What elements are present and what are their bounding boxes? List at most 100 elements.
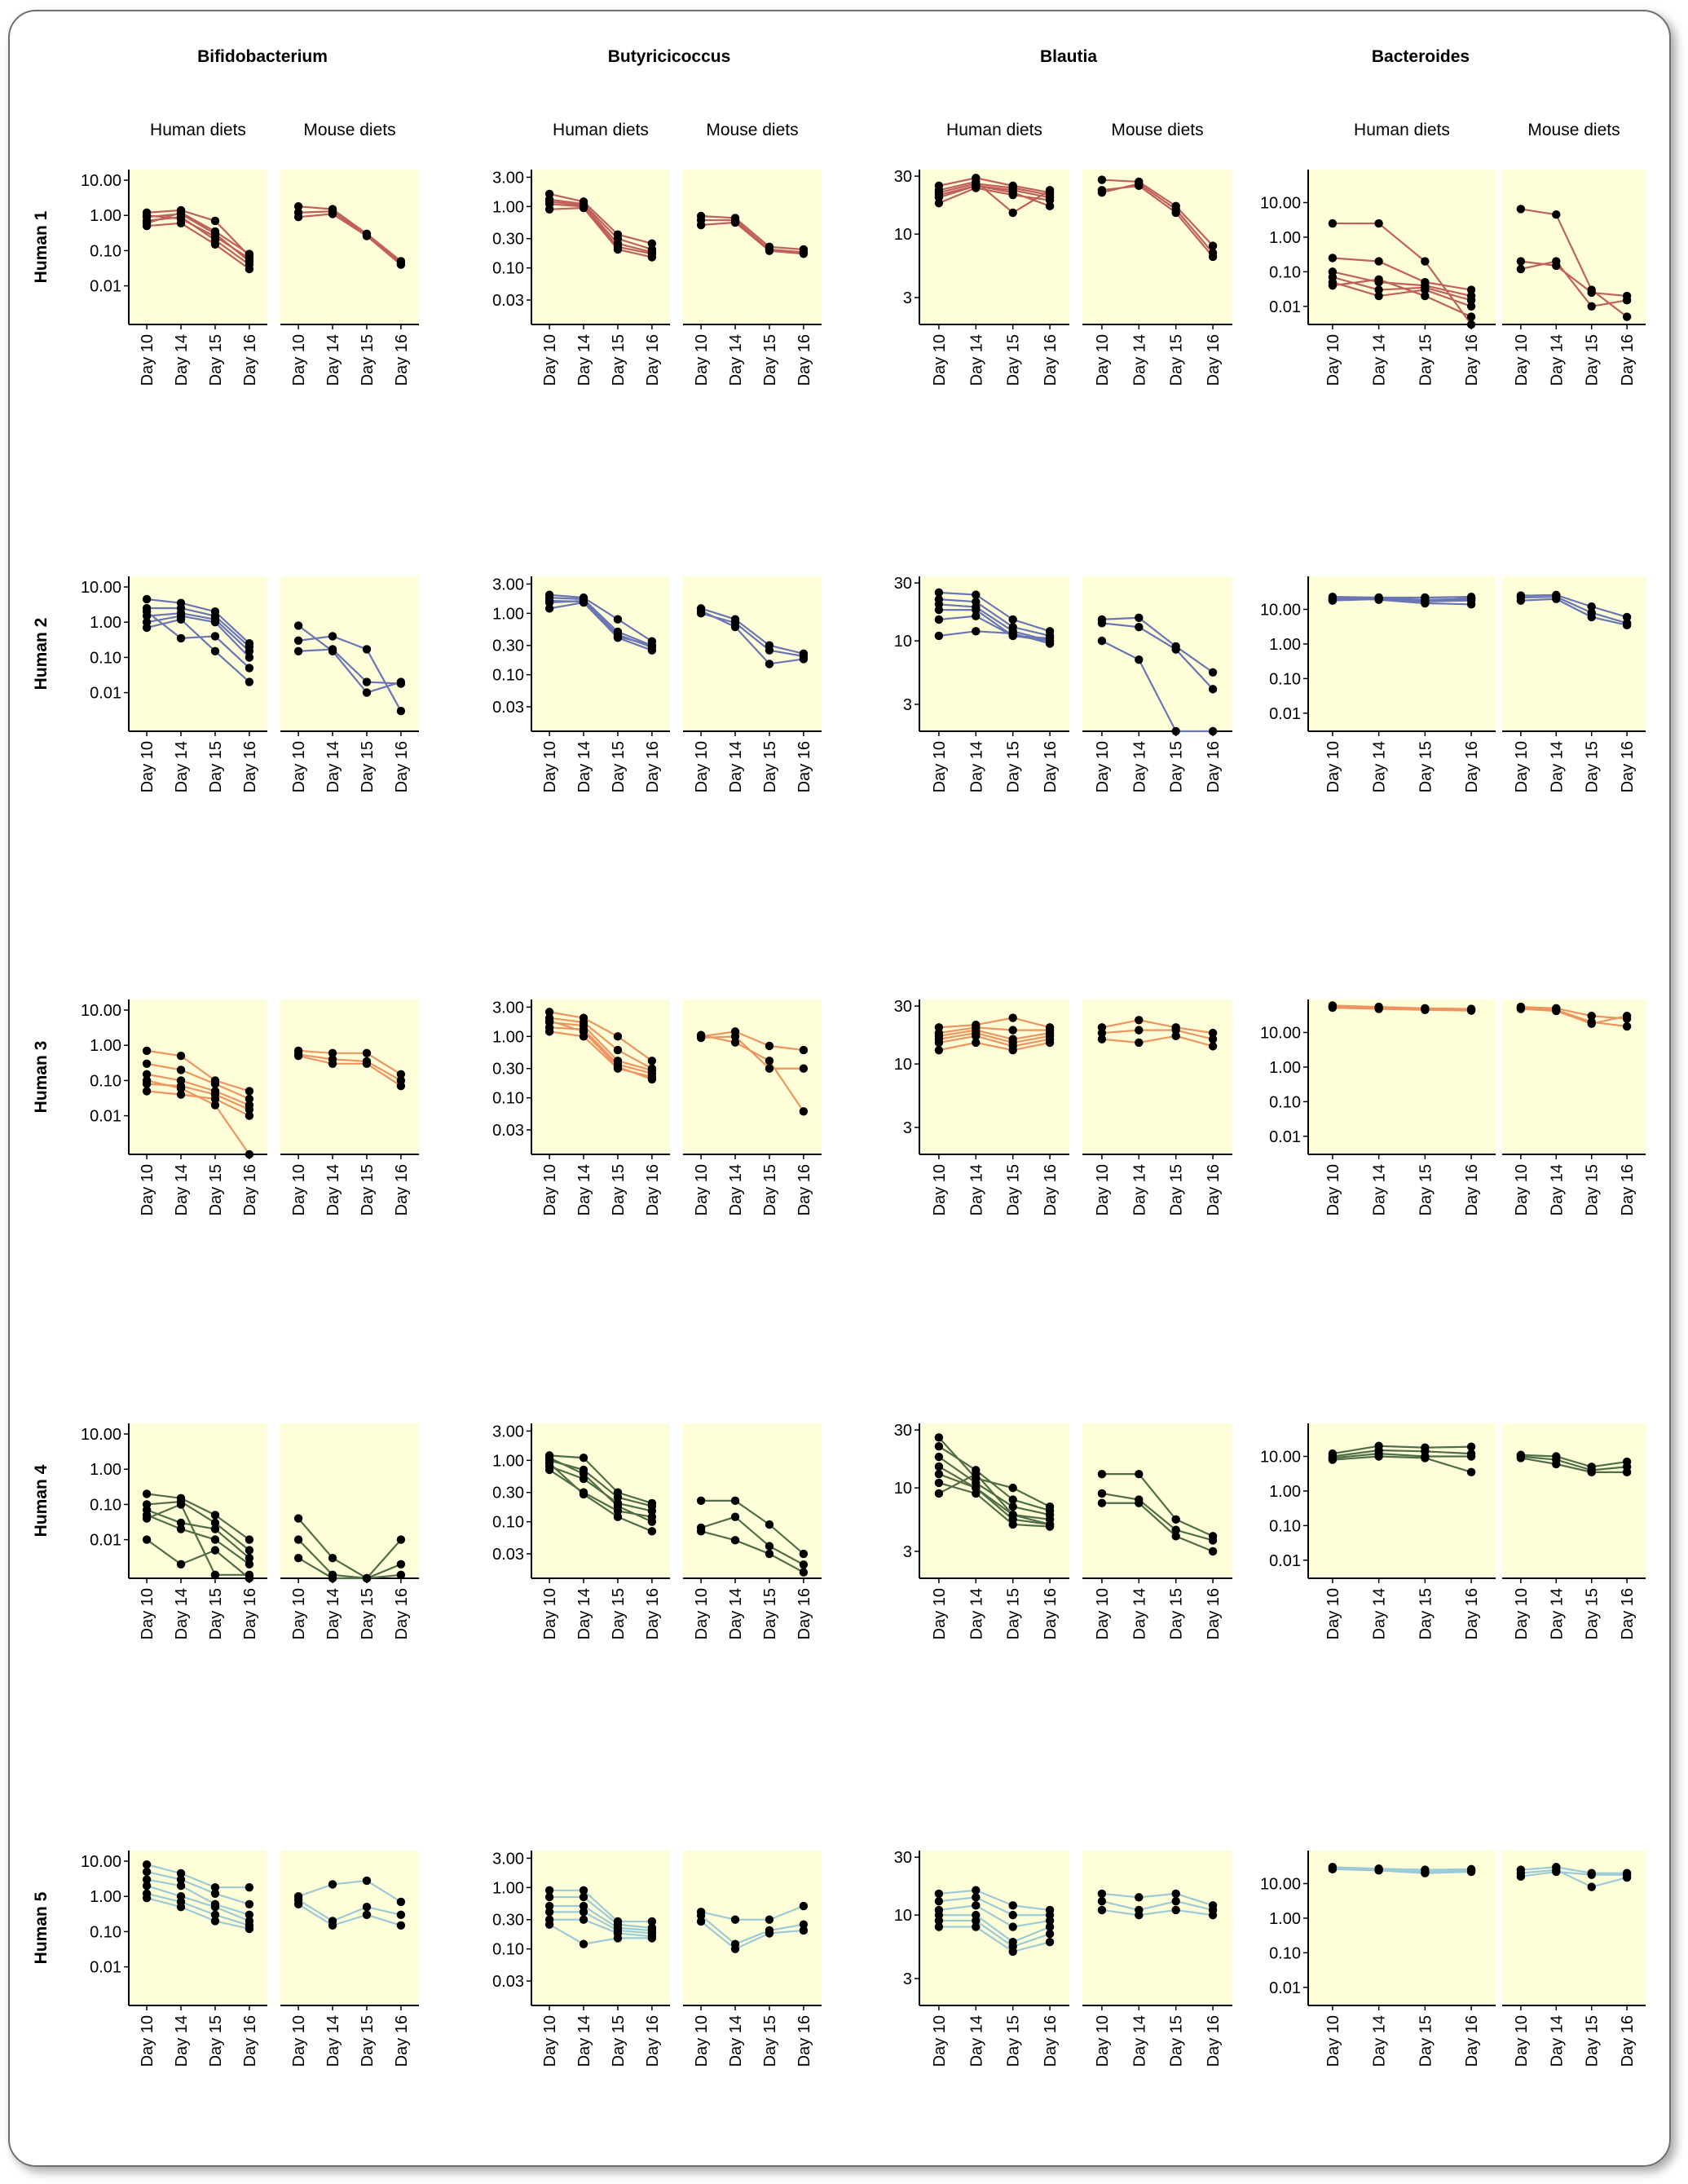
data-point	[176, 1090, 186, 1099]
data-point	[245, 1094, 254, 1104]
panel-human: 3.00 1.00 0.30 0.10 0.03 Day 10 Day 14 Day 15 Da…	[492, 169, 670, 386]
panel-mouse: Day 10 Day 14 Day 15 Day 16	[280, 1423, 419, 1639]
y-tick-label: 3	[903, 1119, 912, 1137]
data-point	[1208, 1536, 1218, 1545]
x-tick-label: Day 15	[359, 741, 377, 792]
data-point	[1097, 1469, 1107, 1479]
panel-human: 3.00 1.00 0.30 0.10 0.03 Day 10 Day 14 Day 15 Da…	[492, 1423, 670, 1639]
panel-background	[1502, 576, 1646, 731]
series-line	[938, 1914, 1051, 1944]
data-point	[176, 208, 186, 217]
data-point	[972, 605, 981, 615]
data-point	[362, 1903, 372, 1912]
data-point	[934, 1469, 944, 1479]
data-point	[1097, 619, 1107, 628]
data-point	[765, 1929, 774, 1938]
data-point	[1587, 1019, 1596, 1028]
data-point	[934, 588, 944, 598]
data-point	[934, 1045, 944, 1055]
data-point	[293, 1514, 303, 1523]
y-tick-label: 0.01	[1269, 1979, 1301, 1997]
series-line	[1101, 622, 1214, 690]
y-tick-label: 0.10	[492, 1941, 524, 1959]
facet-label: Human diets	[1354, 121, 1450, 139]
data-point	[647, 1507, 657, 1516]
panel-human: 3.00 1.00 0.30 0.10 0.03 Day 10 Day 14 Day 15 Da…	[492, 576, 670, 792]
series-line	[297, 1879, 402, 1903]
data-point	[1466, 593, 1476, 603]
series-line	[549, 1911, 652, 1935]
row-label: Human 1	[32, 210, 51, 283]
data-point	[1097, 1889, 1107, 1899]
data-point	[142, 1489, 152, 1498]
series-line	[1101, 1502, 1214, 1552]
data-point	[1135, 1498, 1144, 1507]
series-line	[146, 611, 250, 669]
y-tick-label: 1.00	[90, 614, 121, 632]
data-point	[765, 660, 774, 668]
series-line	[297, 1899, 402, 1922]
data-point	[613, 1045, 623, 1055]
data-point	[328, 645, 337, 654]
data-point	[730, 1944, 740, 1953]
data-point	[142, 1046, 152, 1056]
series-line	[1520, 260, 1628, 308]
x-tick-label: Day 16	[644, 1588, 662, 1639]
x-tick-label: Day 16	[241, 1164, 259, 1216]
series-line	[1332, 257, 1472, 291]
series-line	[146, 1062, 250, 1101]
series-line	[297, 1517, 402, 1580]
data-point	[293, 621, 303, 630]
data-point	[1135, 1038, 1144, 1048]
data-point	[1622, 1021, 1632, 1031]
data-point	[730, 1496, 740, 1506]
data-point	[934, 1478, 944, 1488]
data-point	[579, 1886, 588, 1895]
data-point	[1552, 594, 1561, 603]
series-line	[146, 598, 250, 645]
data-point	[362, 677, 372, 686]
data-point	[613, 1032, 623, 1041]
data-point	[176, 1903, 186, 1912]
data-point	[1552, 257, 1561, 266]
data-point	[1516, 257, 1526, 266]
data-point	[799, 1926, 809, 1935]
data-point	[176, 633, 186, 643]
x-tick-label: Day 15	[207, 741, 225, 792]
data-point	[1516, 596, 1526, 605]
data-point	[647, 1057, 657, 1066]
data-point	[293, 1052, 303, 1061]
series-line	[938, 1026, 1051, 1035]
data-point	[799, 1549, 809, 1559]
data-point	[1552, 1006, 1561, 1016]
panel-mouse: Day 10 Day 14 Day 15 Day 16	[1082, 1851, 1232, 2067]
y-tick-label: 3.00	[492, 1423, 524, 1441]
facet-label: Mouse diets	[1527, 121, 1620, 139]
y-tick-label: 0.10	[1269, 1944, 1301, 1962]
series-line	[1332, 1453, 1472, 1459]
data-point	[245, 1560, 254, 1569]
panel-human: 10.00 1.00 0.10 0.01 Day 10 Day 14 Day 15 Day 1…	[1260, 1423, 1496, 1639]
data-point	[396, 260, 406, 269]
facet-label: Human diets	[553, 121, 649, 139]
data-point	[142, 1087, 152, 1096]
data-point	[1421, 285, 1430, 294]
data-point	[1208, 685, 1218, 694]
data-point	[1008, 1520, 1017, 1529]
panel-mouse: Day 10 Day 14 Day 15 Day 16	[280, 576, 419, 792]
data-point	[934, 1462, 944, 1471]
data-point	[176, 1869, 186, 1878]
data-point	[245, 1535, 254, 1544]
data-point	[1421, 1454, 1430, 1463]
x-tick-label: Day 10	[290, 1164, 308, 1216]
x-tick-label: Day 16	[1042, 2015, 1060, 2067]
data-point	[1208, 726, 1218, 736]
data-point	[210, 1524, 220, 1533]
data-point	[142, 1875, 152, 1884]
data-point	[176, 1518, 186, 1528]
y-tick-label: 3.00	[492, 576, 524, 593]
x-tick-label: Day 10	[1513, 2015, 1531, 2067]
data-point	[972, 590, 981, 599]
data-point	[1374, 1866, 1383, 1875]
data-point	[579, 1469, 588, 1479]
